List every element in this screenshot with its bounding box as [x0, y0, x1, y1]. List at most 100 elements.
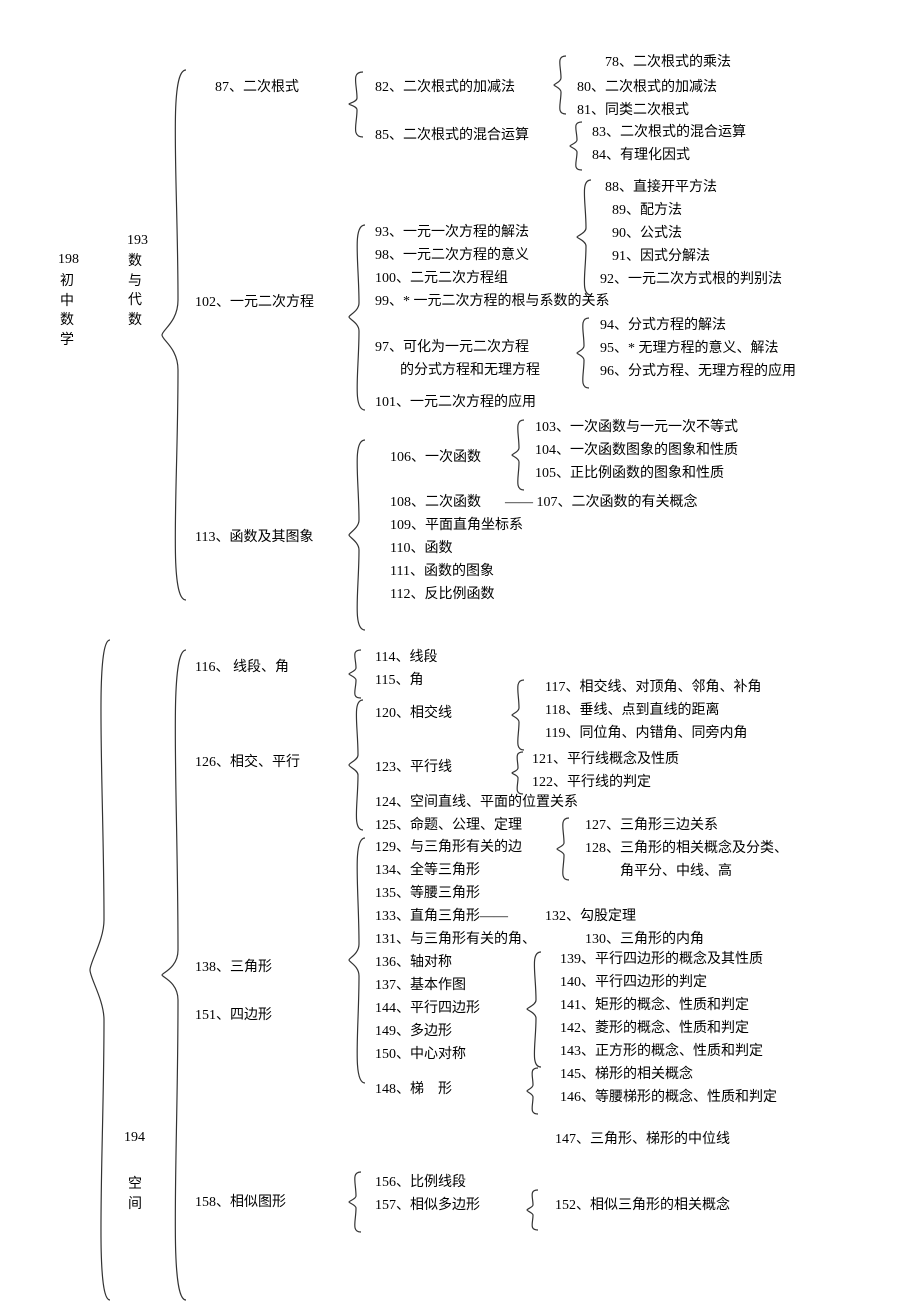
node-108b: —— 107、二次函数的有关概念 [505, 495, 698, 512]
node-108: 108、二次函数 [390, 495, 481, 512]
node-93: 93、一元一次方程的解法 [375, 225, 529, 242]
node-99: 99、* 一元二次方程的根与系数的关系 [375, 294, 610, 311]
node-132: 132、勾股定理 [545, 909, 636, 926]
node-88: 88、直接开平方法 [605, 180, 717, 197]
brace-116 [347, 650, 365, 698]
branch-a-label-text: 数 与 代 数 [128, 252, 142, 330]
node-87: 87、二次根式 [215, 80, 299, 97]
node-90: 90、公式法 [612, 226, 682, 243]
node-126: 126、相交、平行 [195, 755, 300, 772]
brace-148 [525, 1068, 541, 1114]
node-149: 149、多边形 [375, 1024, 452, 1041]
node-114: 114、线段 [375, 650, 437, 667]
node-121: 121、平行线概念及性质 [532, 752, 679, 769]
node-137: 137、基本作图 [375, 978, 466, 995]
node-98: 98、一元二次方程的意义 [375, 248, 529, 265]
node-100: 100、二元二次方程组 [375, 271, 508, 288]
node-145: 145、梯形的相关概念 [560, 1067, 693, 1084]
brace-113 [347, 440, 369, 630]
brace-129 [555, 818, 573, 880]
node-112: 112、反比例函数 [390, 587, 494, 604]
node-82: 82、二次根式的加减法 [375, 80, 515, 97]
brace-157 [525, 1190, 541, 1230]
node-81: 81、同类二次根式 [577, 103, 689, 120]
brace-138 [347, 838, 369, 1083]
node-104: 104、一次函数图象的图象和性质 [535, 443, 738, 460]
node-129: 129、与三角形有关的边 [375, 840, 522, 857]
node-125: 125、命题、公理、定理 [375, 818, 522, 835]
node-96: 96、分式方程、无理方程的应用 [600, 364, 796, 381]
root-num: 198 [58, 252, 79, 269]
brace-root [88, 640, 114, 1300]
brace-123 [510, 752, 526, 794]
node-91: 91、因式分解法 [612, 249, 710, 266]
node-141: 141、矩形的概念、性质和判定 [560, 998, 749, 1015]
branch-a-label: 数 与 代 数 [128, 252, 142, 330]
node-150: 150、中心对称 [375, 1047, 466, 1064]
branch-b-label-text: 空 间 [128, 1175, 142, 1214]
brace-85 [568, 122, 586, 170]
brace-102 [347, 225, 369, 410]
node-94: 94、分式方程的解法 [600, 318, 726, 335]
node-84: 84、有理化因式 [592, 148, 690, 165]
node-131: 131、与三角形有关的角、 [375, 932, 536, 949]
node-144: 144、平行四边形 [375, 1001, 480, 1018]
brace-97 [575, 318, 593, 388]
node-124: 124、空间直线、平面的位置关系 [375, 795, 578, 812]
node-128a: 128、三角形的相关概念及分类、 [585, 841, 788, 858]
node-89: 89、配方法 [612, 203, 682, 220]
node-151: 151、四边形 [195, 1008, 272, 1025]
node-106: 106、一次函数 [390, 450, 481, 467]
node-119: 119、同位角、内错角、同旁内角 [545, 726, 747, 743]
node-134: 134、全等三角形 [375, 863, 480, 880]
node-156: 156、比例线段 [375, 1175, 466, 1192]
node-148: 148、梯 形 [375, 1082, 452, 1099]
node-135: 135、等腰三角形 [375, 886, 480, 903]
node-110: 110、函数 [390, 541, 452, 558]
node-146: 146、等腰梯形的概念、性质和判定 [560, 1090, 777, 1107]
node-123: 123、平行线 [375, 760, 452, 777]
brace-106 [510, 420, 528, 490]
node-95: 95、* 无理方程的意义、解法 [600, 341, 779, 358]
node-113: 113、函数及其图象 [195, 530, 313, 547]
node-111: 111、函数的图象 [390, 564, 494, 581]
node-80: 80、二次根式的加减法 [577, 80, 717, 97]
branch-b-label: 空 间 [128, 1175, 142, 1214]
node-140: 140、平行四边形的判定 [560, 975, 707, 992]
brace-branch-a [160, 70, 190, 600]
node-116: 116、 线段、角 [195, 660, 289, 677]
node-115: 115、角 [375, 673, 423, 690]
node-128b: 角平分、中线、高 [620, 864, 732, 881]
node-109: 109、平面直角坐标系 [390, 518, 523, 535]
branch-b-num: 194 [124, 1130, 145, 1147]
node-97b: 的分式方程和无理方程 [400, 363, 540, 380]
node-158: 158、相似图形 [195, 1195, 286, 1212]
brace-126 [347, 700, 367, 830]
brace-120 [510, 680, 528, 750]
node-78: 78、二次根式的乘法 [605, 55, 731, 72]
node-92: 92、一元二次方式根的判别法 [600, 272, 782, 289]
node-103: 103、一次函数与一元一次不等式 [535, 420, 738, 437]
node-143: 143、正方形的概念、性质和判定 [560, 1044, 763, 1061]
branch-a-num: 193 [127, 233, 148, 250]
node-147: 147、三角形、梯形的中位线 [555, 1132, 730, 1149]
node-118: 118、垂线、点到直线的距离 [545, 703, 719, 720]
node-85: 85、二次根式的混合运算 [375, 128, 529, 145]
node-142: 142、菱形的概念、性质和判定 [560, 1021, 749, 1038]
node-138: 138、三角形 [195, 960, 272, 977]
node-105: 105、正比例函数的图象和性质 [535, 466, 724, 483]
brace-82 [552, 56, 570, 114]
node-97a: 97、可化为一元二次方程 [375, 340, 529, 357]
node-152: 152、相似三角形的相关概念 [555, 1198, 730, 1215]
node-117: 117、相交线、对顶角、邻角、补角 [545, 680, 761, 697]
node-83: 83、二次根式的混合运算 [592, 125, 746, 142]
brace-144 [525, 952, 545, 1067]
node-102: 102、一元二次方程 [195, 295, 314, 312]
brace-branch-b [160, 650, 190, 1300]
node-120: 120、相交线 [375, 706, 452, 723]
brace-158 [347, 1172, 365, 1232]
node-139: 139、平行四边形的概念及其性质 [560, 952, 763, 969]
root-label-text: 初 中 数 学 [60, 272, 74, 350]
brace-93 [575, 180, 595, 295]
brace-87 [347, 72, 367, 137]
